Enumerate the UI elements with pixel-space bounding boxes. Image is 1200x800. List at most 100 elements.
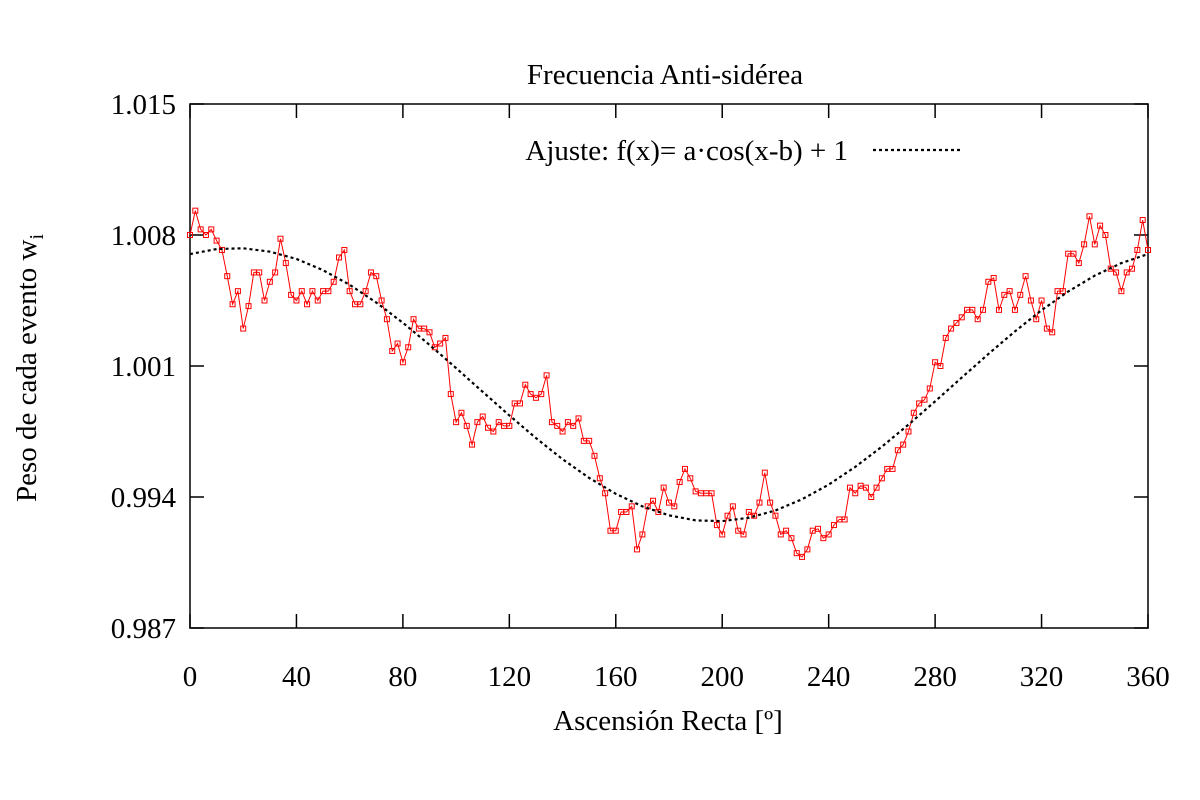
data-point [1097,222,1104,229]
data-point [639,531,646,538]
x-tick-label: 280 [913,661,957,693]
data-point [346,288,353,295]
data-point [756,499,763,506]
data-point [1086,213,1093,220]
data-point [862,484,869,491]
x-tick-label: 0 [183,661,198,693]
x-tick-label: 200 [700,661,744,693]
data-point [1017,291,1024,298]
x-tick-label: 240 [807,661,851,693]
data-point [1123,269,1130,276]
x-tick-label: 120 [488,661,532,693]
data-point [793,550,800,557]
data-point [421,325,428,332]
data-point [623,508,630,515]
data-point [192,207,199,214]
data-point [538,391,545,398]
series-line [189,210,1149,558]
data-point [187,232,193,238]
y-tick-label: 1.015 [111,89,176,121]
data-point [282,260,289,267]
data-point [288,291,295,298]
x-tick-label: 360 [1126,661,1170,693]
y-tick-label: 0.987 [111,613,176,645]
data-point [224,273,231,280]
data-point [905,428,912,435]
data-point [298,288,305,295]
data-point [362,288,369,295]
data-point [995,306,1002,313]
data-point [1081,241,1088,248]
data-point [1102,232,1109,238]
data-point [942,334,949,341]
data-point [740,531,747,538]
data-point [479,413,486,420]
data-point [921,396,928,403]
data-point [767,499,774,506]
data-point [516,400,523,407]
data-point [1113,269,1120,276]
data-point [868,494,875,500]
data-point [559,428,566,435]
data-point [453,419,460,426]
data-point [272,269,279,276]
data-point [234,288,241,295]
data-point [788,535,795,542]
data-point [1145,246,1151,253]
data-point [953,319,960,326]
data-point [367,269,374,276]
data-point [266,278,273,285]
data-point [442,334,449,341]
data-point [1001,291,1008,298]
x-tick-label: 320 [1020,661,1064,693]
data-point [208,226,215,233]
data-point [1070,250,1077,257]
data-point [458,409,465,416]
data-point [990,275,997,282]
y-axis-label-subscript: i [26,234,48,240]
data-point [293,297,300,304]
data-point [1059,288,1066,295]
data-point [1107,265,1114,272]
data-point [543,372,550,379]
data-point [729,503,736,510]
data-point [671,503,678,510]
data-point [596,475,603,482]
y-tick-label: 1.001 [111,351,176,383]
data-point [1134,246,1141,253]
data-point [708,490,715,497]
data-point [474,419,481,426]
data-point [761,469,768,476]
data-point [628,503,635,510]
data-point [341,246,348,253]
data-point [325,288,332,295]
data-point [490,428,497,435]
data-point [463,422,470,429]
data-point [309,288,316,295]
data-point [330,278,337,285]
y-axis-label: Peso de cada evento wi [11,234,48,503]
data-point [1027,297,1034,304]
data-point [1129,265,1136,272]
data-point [926,385,933,392]
data-point [336,254,343,261]
data-point [256,269,263,276]
data-point [564,419,571,426]
data-point [485,424,492,431]
y-axis-label-main: Peso de cada evento w [11,239,43,502]
data-point [772,512,779,519]
data-point [410,316,417,323]
data-point [527,391,534,398]
data-point [240,325,247,332]
series-line [189,247,1149,523]
data-point [745,508,752,515]
data-point [980,306,987,313]
data-point [548,419,555,426]
data-point [218,246,225,253]
data-point [634,546,641,553]
data-point [676,479,683,486]
data-point [447,391,454,398]
data-point [830,522,837,529]
data-point [1006,288,1013,295]
